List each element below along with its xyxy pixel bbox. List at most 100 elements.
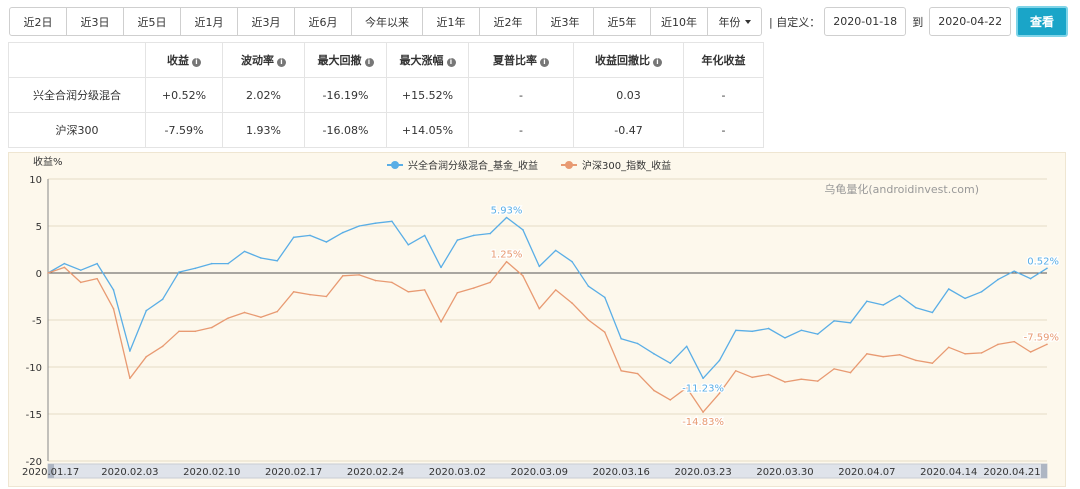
data-point (636, 372, 639, 375)
stats-cell: -16.19% (304, 77, 387, 113)
period-button-7[interactable]: 近1年 (423, 8, 480, 35)
y-tick-label: -5 (32, 316, 42, 327)
info-icon[interactable]: i (364, 58, 374, 67)
stats-header-row: 收益 i 波动率 i 最大回撤 i 最大涨幅 i 夏普比率 i 收益回撤比 i 年化收益 (8, 42, 764, 78)
period-button-10[interactable]: 近5年 (594, 8, 651, 35)
data-point (505, 216, 508, 219)
info-icon[interactable]: i (192, 58, 201, 67)
series-line-0 (47, 216, 1048, 379)
data-point (866, 353, 868, 355)
custom-range-label: | 自定义： (769, 15, 821, 29)
data-point (800, 378, 803, 381)
period-toolbar: 近2日 近3日 近5日 近1月 近3月 近6月 今年以来 近1年 近2年 近3年 近5年 近10年 年份 (9, 7, 762, 36)
data-point (669, 362, 672, 365)
y-tick-label: 5 (36, 222, 42, 233)
data-point (210, 326, 213, 329)
data-point (260, 257, 262, 259)
y-tick-label: -10 (26, 363, 42, 374)
period-button-2[interactable]: 近5日 (124, 8, 181, 35)
stats-header-blank (8, 42, 146, 78)
legend-label[interactable]: 兴全合润分级混合_基金_收益 (408, 159, 538, 172)
data-point (915, 306, 917, 309)
data-point (276, 310, 279, 313)
info-icon[interactable]: i (540, 58, 549, 67)
info-icon[interactable]: i (277, 58, 286, 67)
data-point (767, 373, 770, 376)
x-tick-label: 2020.02.17 (265, 467, 322, 478)
period-button-0[interactable]: 近2日 (10, 8, 67, 35)
data-point (374, 279, 377, 282)
period-button-3[interactable]: 近1月 (181, 8, 238, 35)
data-point (685, 345, 688, 348)
data-label: -7.59% (1024, 332, 1059, 343)
to-label: 到 (912, 15, 924, 29)
data-point (964, 353, 966, 355)
data-point (489, 281, 491, 284)
data-point (391, 281, 393, 284)
data-point (816, 380, 819, 382)
data-point (735, 369, 737, 372)
data-point (882, 304, 885, 306)
data-point (931, 362, 934, 365)
data-point (751, 330, 754, 333)
end-date-input[interactable]: 2020-04-22 (929, 7, 1012, 36)
data-point (325, 241, 328, 243)
zoom-handle-right[interactable] (1041, 464, 1047, 478)
data-point (816, 333, 819, 335)
data-point (833, 368, 835, 370)
period-button-8[interactable]: 近2年 (480, 8, 537, 35)
start-date-input[interactable]: 2020-01-18 (824, 7, 907, 36)
data-point (931, 311, 934, 314)
data-point (79, 281, 82, 284)
y-tick-label: 0 (36, 269, 42, 280)
info-icon[interactable]: i (653, 58, 662, 67)
period-button-9[interactable]: 近3年 (537, 8, 594, 35)
period-button-5[interactable]: 近6月 (295, 8, 352, 35)
info-icon[interactable]: i (446, 58, 456, 67)
data-point (112, 307, 115, 310)
period-button-1[interactable]: 近3日 (67, 8, 124, 35)
x-tick-label: 2020.03.09 (511, 467, 568, 478)
data-point (96, 277, 98, 280)
period-button-6[interactable]: 今年以来 (352, 8, 423, 35)
data-point (358, 225, 360, 227)
data-point (47, 272, 49, 274)
data-point (423, 289, 426, 291)
stats-cell: - (468, 112, 574, 148)
data-point (538, 307, 541, 310)
x-tick-label: 2020.04.07 (838, 467, 895, 478)
stats-table: 收益 i 波动率 i 最大回撤 i 最大涨幅 i 夏普比率 i 收益回撤比 i 年化收益 兴全合润分级混… (8, 42, 764, 148)
y-axis-label: 收益% (33, 155, 63, 168)
data-point (554, 249, 557, 252)
data-point (1029, 277, 1032, 280)
data-point (636, 342, 639, 345)
stats-row-name: 沪深300 (8, 112, 146, 148)
data-point (980, 291, 983, 293)
data-point (1046, 267, 1048, 270)
watermark: 乌龟量化(androidinvest.com) (824, 182, 979, 196)
zoom-handle-left[interactable] (48, 464, 54, 478)
data-point (1013, 270, 1016, 272)
data-point (194, 330, 197, 333)
data-point (1013, 340, 1016, 343)
year-select[interactable]: 年份 (708, 8, 761, 35)
legend-label[interactable]: 沪深300_指数_收益 (582, 159, 671, 172)
data-point (129, 377, 131, 380)
data-point (227, 262, 229, 265)
data-point (522, 275, 524, 277)
data-point (997, 343, 999, 346)
x-tick-label: 2020.01.17 (22, 467, 79, 478)
data-point (391, 220, 393, 223)
query-button[interactable]: 查看 (1016, 6, 1068, 37)
x-tick-label: 2020.04.14 (920, 467, 977, 478)
x-tick-label: 2020.03.30 (756, 467, 813, 478)
data-point (473, 234, 475, 237)
data-point (79, 269, 82, 271)
stats-cell: +15.52% (386, 77, 469, 113)
data-point (456, 291, 459, 294)
stats-cell: -7.59% (145, 112, 223, 148)
data-point (210, 262, 213, 265)
chevron-down-icon (744, 19, 751, 24)
period-button-11[interactable]: 近10年 (651, 8, 708, 35)
period-button-4[interactable]: 近3月 (238, 8, 295, 35)
